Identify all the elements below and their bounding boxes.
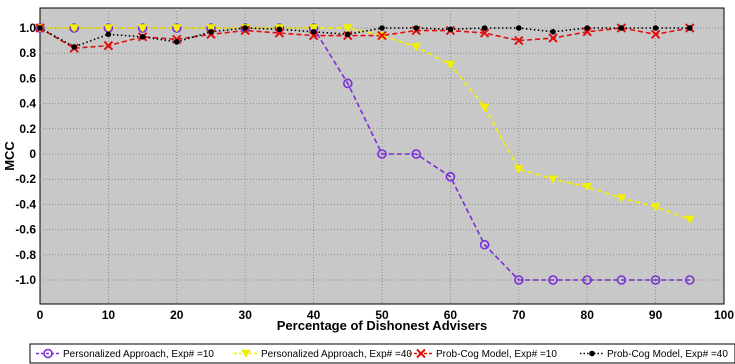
y-tick-label: 0 bbox=[29, 147, 36, 161]
data-point-s1 bbox=[479, 239, 490, 250]
data-point-s4 bbox=[447, 26, 454, 33]
x-tick-label: 60 bbox=[444, 308, 458, 322]
data-point-s3 bbox=[274, 28, 285, 38]
y-tick-label: 0.8 bbox=[19, 46, 36, 60]
data-point-s2 bbox=[308, 24, 319, 33]
x-tick-label: 10 bbox=[102, 308, 116, 322]
y-tick-label: -0.8 bbox=[15, 248, 36, 262]
data-point-s3 bbox=[548, 33, 558, 43]
data-point-s1 bbox=[650, 275, 661, 285]
data-point-s3 bbox=[514, 35, 524, 46]
y-axis-ticks: 1.0 0.8 0.6 0.4 0.2 0 -0.2 -0.4 -0.6 -0.8 -1.0 bbox=[15, 21, 36, 287]
y-tick-label: -0.6 bbox=[15, 223, 36, 237]
x-tick-label: 100 bbox=[714, 308, 734, 322]
data-point-s2 bbox=[103, 24, 114, 33]
data-point-s4 bbox=[618, 25, 625, 31]
data-point-s4 bbox=[652, 25, 659, 31]
y-tick-label: 0.4 bbox=[19, 97, 36, 111]
x-tick-label: 70 bbox=[512, 308, 526, 322]
data-point-s1 bbox=[411, 149, 422, 159]
legend-marker-1 bbox=[43, 348, 53, 359]
legend-label-3: Prob-Cog Model, Exp# =10 bbox=[436, 349, 557, 360]
legend-label-2: Personalized Approach, Exp# =40 bbox=[261, 349, 412, 360]
data-point-s1 bbox=[684, 275, 695, 285]
y-tick-label: -1.0 bbox=[15, 273, 36, 287]
data-point-s2 bbox=[137, 24, 148, 33]
data-point-s2 bbox=[479, 103, 490, 112]
data-point-s3 bbox=[377, 30, 387, 41]
data-point-s3 bbox=[650, 29, 661, 40]
data-point-s4 bbox=[379, 25, 385, 31]
data-point-s4 bbox=[481, 25, 488, 31]
data-point-s2 bbox=[411, 43, 422, 52]
x-tick-label: 80 bbox=[581, 308, 595, 322]
data-point-s1 bbox=[616, 275, 627, 285]
data-point-s4 bbox=[413, 25, 420, 31]
y-tick-label: 0.2 bbox=[19, 122, 36, 136]
data-point-s2 bbox=[342, 24, 353, 33]
series-line-3 bbox=[39, 27, 690, 49]
data-point-s1 bbox=[445, 171, 456, 182]
data-point-s4 bbox=[687, 25, 693, 31]
series-markers bbox=[35, 23, 695, 285]
data-point-s1 bbox=[548, 275, 558, 285]
x-tick-label: 0 bbox=[37, 308, 44, 322]
data-point-s3 bbox=[479, 28, 490, 38]
y-tick-label: 0.6 bbox=[19, 71, 36, 85]
series-lines bbox=[39, 27, 691, 281]
series-line-2 bbox=[40, 27, 691, 221]
data-point-s4 bbox=[310, 28, 317, 35]
data-point-s3 bbox=[308, 30, 319, 41]
data-point-s4 bbox=[276, 26, 283, 33]
data-point-s2 bbox=[513, 165, 524, 174]
x-tick-label: 30 bbox=[239, 308, 253, 322]
y-tick-label: -0.2 bbox=[15, 172, 36, 186]
legend-label-1: Personalized Approach, Exp# =10 bbox=[63, 349, 214, 360]
data-point-s1 bbox=[377, 149, 387, 159]
data-point-s2 bbox=[171, 24, 182, 33]
data-point-s4 bbox=[71, 44, 77, 50]
data-point-s2 bbox=[445, 60, 456, 70]
y-tick-label: -0.4 bbox=[15, 197, 36, 211]
legend-marker-2 bbox=[241, 349, 251, 358]
data-point-s2 bbox=[69, 24, 80, 33]
data-point-s2 bbox=[582, 183, 593, 192]
data-point-s1 bbox=[342, 78, 353, 89]
x-axis-label: Percentage of Dishonest Advisers bbox=[277, 318, 487, 333]
x-tick-label: 90 bbox=[649, 308, 663, 322]
data-point-s4 bbox=[105, 31, 112, 38]
x-tick-label: 40 bbox=[307, 308, 321, 322]
data-point-s4 bbox=[242, 25, 248, 31]
data-point-s4 bbox=[139, 34, 146, 40]
legend-box bbox=[29, 343, 735, 364]
legend-label-4: Prob-Cog Model, Exp# =40 bbox=[607, 349, 728, 360]
data-point-s2 bbox=[548, 175, 558, 184]
data-point-s4 bbox=[550, 28, 556, 35]
data-point-s4 bbox=[584, 25, 590, 31]
x-tick-label: 50 bbox=[375, 308, 389, 322]
data-point-s4 bbox=[516, 25, 522, 31]
data-point-s2 bbox=[684, 215, 695, 225]
y-axis-label: MCC bbox=[2, 141, 17, 171]
legend-marker-4 bbox=[589, 350, 595, 357]
data-point-s4 bbox=[37, 25, 43, 31]
x-tick-label: 20 bbox=[170, 308, 184, 322]
data-point-s3 bbox=[103, 40, 114, 51]
data-point-s4 bbox=[345, 31, 351, 38]
data-point-s4 bbox=[208, 28, 214, 35]
data-point-s3 bbox=[582, 27, 592, 37]
y-tick-label: 1.0 bbox=[19, 21, 36, 35]
legend: Personalized Approach, Exp# =10 Personali… bbox=[29, 343, 735, 364]
data-point-s1 bbox=[513, 275, 524, 285]
data-point-s1 bbox=[582, 275, 593, 285]
data-point-s4 bbox=[174, 39, 180, 45]
legend-marker-3 bbox=[416, 348, 426, 359]
x-axis-ticks: 0 10 20 30 40 50 60 70 80 90 100 bbox=[37, 308, 735, 322]
data-point-s2 bbox=[616, 194, 627, 203]
data-point-s2 bbox=[650, 203, 661, 212]
data-point-s2 bbox=[206, 24, 216, 33]
